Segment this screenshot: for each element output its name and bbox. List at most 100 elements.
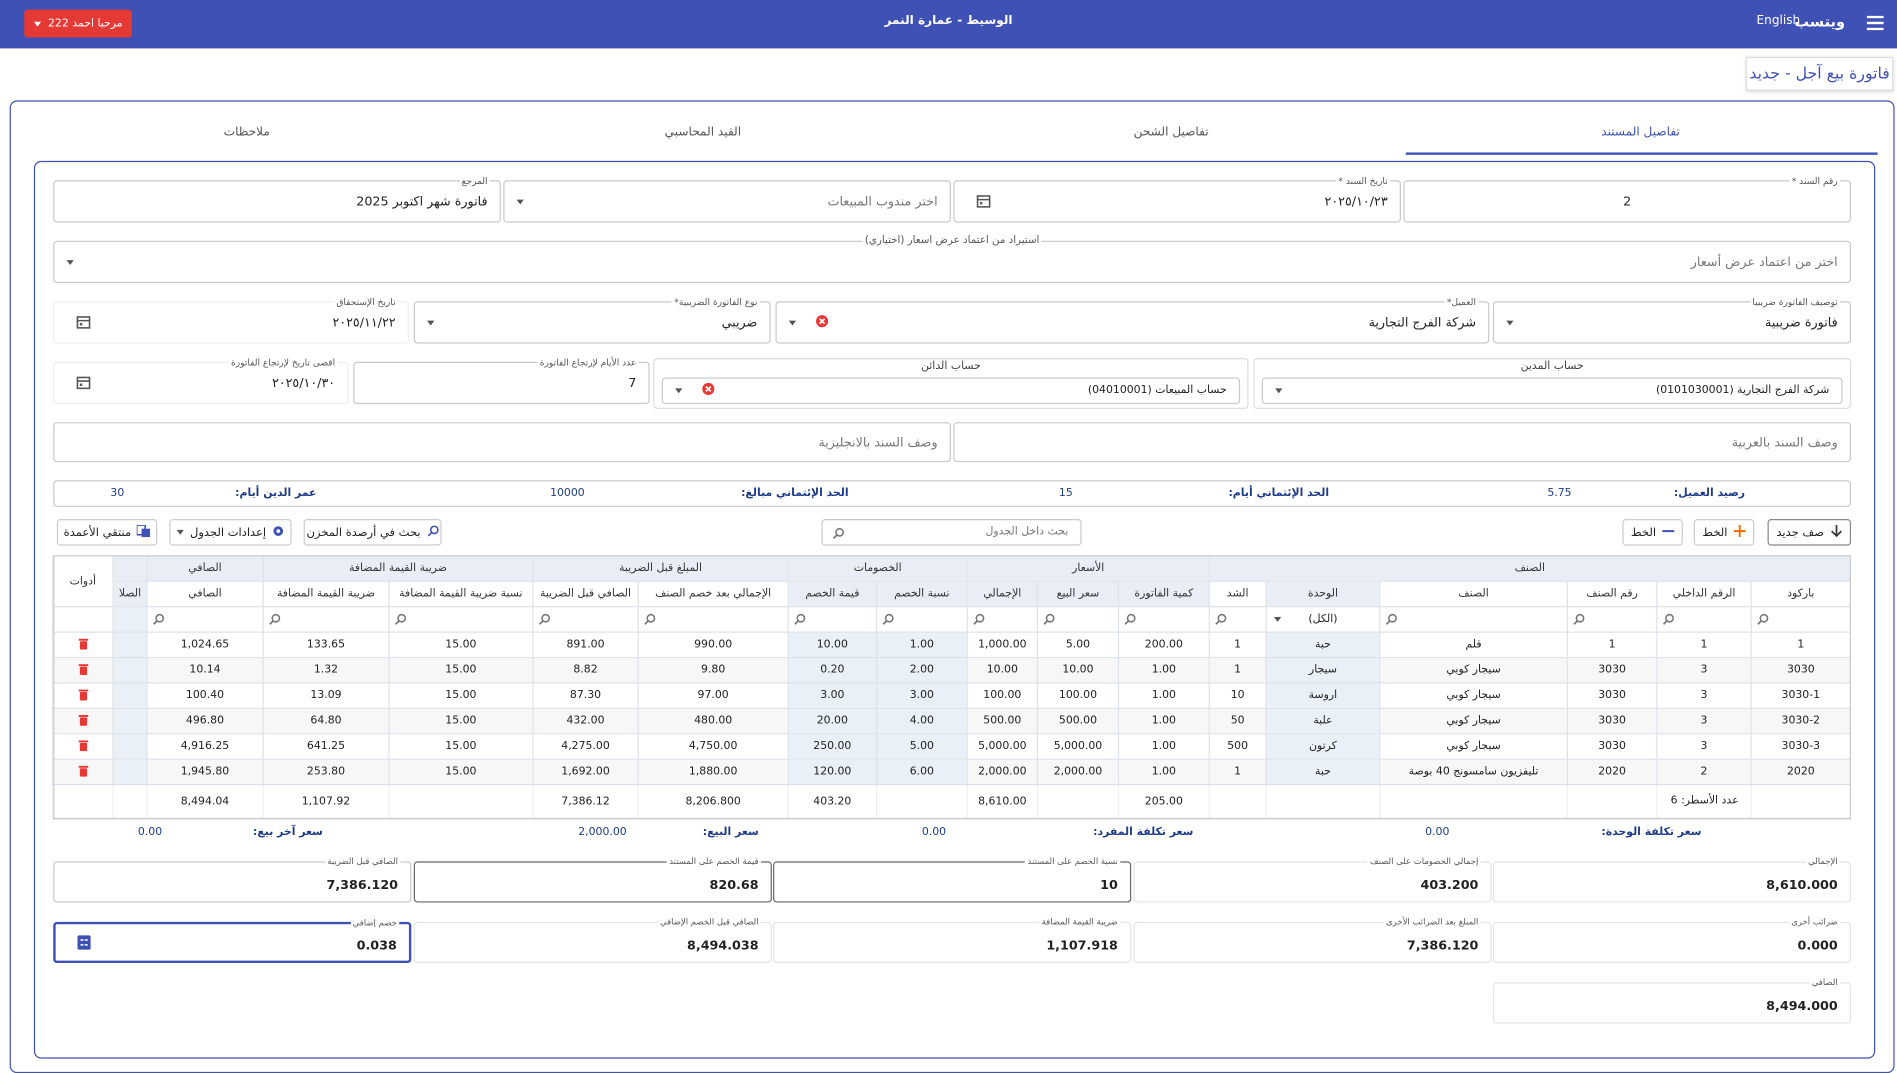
summary-field[interactable]: نسبة الخصم على المستند10 <box>773 861 1131 902</box>
icon-part <box>80 383 82 385</box>
summary-field[interactable]: قيمة الخصم على المستند820.68 <box>414 861 772 902</box>
form-field[interactable]: اقصى تاريخ لإرتجاع الفاتورة٢٠٢٥/١٠/٣٠ <box>53 362 348 404</box>
field-label: تاريخ السند * <box>1336 174 1390 187</box>
search-icon <box>832 527 844 543</box>
summary-value: 7,386.120 <box>1407 939 1479 954</box>
icon-part <box>77 935 90 950</box>
cost-value: 0.00 <box>1377 826 1498 838</box>
user-menu[interactable]: مرحبا احمد 222 <box>24 10 132 38</box>
button-label: بحث في أرصدة المخزن <box>307 526 421 539</box>
icon-part <box>137 524 150 536</box>
icon-part <box>80 322 82 324</box>
summary-label: خصم إضافي <box>350 917 399 930</box>
table-border <box>53 555 1851 819</box>
field-value: فاتورة ضريبية <box>1765 315 1838 330</box>
summary-value: 820.68 <box>710 879 759 894</box>
toolbar-button[interactable]: الخط <box>1694 519 1754 546</box>
icon-part <box>142 528 150 536</box>
search-placeholder: بحث داخل الجدول <box>985 526 1068 538</box>
icon-part <box>77 316 89 327</box>
form-field[interactable]: تاريخ الإستحقاق٢٠٢٥/١١/٢٢ <box>53 301 409 343</box>
field-value: ٢٠٢٥/١٠/٢٣ <box>1325 194 1388 209</box>
field-label: عدد الأيام لإرتجاع الفاتورة <box>537 356 638 369</box>
form-field[interactable]: تاريخ السند *٢٠٢٥/١٠/٢٣ <box>953 180 1401 222</box>
form-field[interactable]: حساب المدينشركة الفرج التجارية (01010300… <box>1253 358 1851 409</box>
dropdown-caret <box>517 199 524 204</box>
summary-field[interactable]: الصافي قبل الخصم الإضافي8,494.038 <box>414 922 772 963</box>
calendar-icon <box>76 374 91 392</box>
info-value: 15 <box>1005 488 1126 500</box>
toolbar-button[interactable]: صف جديد <box>1768 519 1851 546</box>
info-value: 5.75 <box>1499 488 1620 500</box>
brand: ويتسب <box>1794 13 1845 30</box>
field-value: 2 <box>1623 194 1631 209</box>
summary-label: المبلغ بعد الضرائب الأخرى <box>1384 916 1481 929</box>
icon-part <box>1831 524 1841 535</box>
field-placeholder: وصف السند بالعربية <box>1732 435 1838 450</box>
form-field[interactable]: توصيف الفاتورة ضريبيافاتورة ضريبية <box>1493 301 1851 343</box>
summary-field[interactable]: المبلغ بعد الضرائب الأخرى7,386.120 <box>1134 922 1492 963</box>
form-field[interactable]: نوع الفاتورة الضريبية*ضريبي <box>414 301 771 343</box>
info-label: عمر الدين أيام: <box>179 488 373 500</box>
field-placeholder: وصف السند بالانجليزية <box>818 435 937 450</box>
cost-value: 0.00 <box>90 826 211 838</box>
toolbar-button[interactable]: منتقي الأعمدة <box>57 519 157 546</box>
icon-part <box>77 377 89 388</box>
toolbar-button[interactable]: الخط <box>1622 519 1682 546</box>
info-value: 30 <box>57 488 178 500</box>
summary-field[interactable]: خصم إضافي0.038 <box>53 922 411 963</box>
field-label: العميل* <box>1444 295 1478 308</box>
icon-part <box>815 314 828 327</box>
summary-value: 10 <box>1100 879 1118 894</box>
form-field[interactable]: وصف السند بالانجليزية <box>53 422 951 462</box>
toolbar-button[interactable]: إعدادات الجدول <box>169 519 291 546</box>
user-name: مرحبا احمد 222 <box>48 18 123 30</box>
form-field[interactable]: اختر مندوب المبيعات <box>503 180 951 222</box>
field-value: ضريبي <box>722 315 758 330</box>
tab[interactable]: تفاصيل الشحن <box>1050 126 1292 139</box>
language-switch[interactable]: English <box>1757 15 1801 28</box>
summary-field[interactable]: ضريبة القيمة المضافة1,107.918 <box>773 922 1131 963</box>
summary-field[interactable]: إجمالي الخصومات على الصنف403.200 <box>1134 861 1492 902</box>
icon-part <box>427 524 439 536</box>
button-label: الخط <box>1631 526 1656 539</box>
icon-part <box>1733 524 1745 536</box>
form-field[interactable]: رقم السند *2 <box>1403 180 1851 222</box>
form-field[interactable]: عدد الأيام لإرتجاع الفاتورة7 <box>353 362 649 404</box>
summary-field[interactable]: ضرائب أخرى0.000 <box>1493 922 1851 963</box>
dropdown-caret <box>427 320 434 325</box>
tab[interactable]: ملاحظات <box>126 126 368 139</box>
page-title: فاتورة بيع آجل - جديد <box>1746 57 1894 91</box>
field-value: ٢٠٢٥/١٠/٣٠ <box>272 376 335 391</box>
icon-part <box>1867 16 1884 31</box>
dropdown-caret <box>675 388 682 393</box>
field-placeholder: اختر من اعتماد عرض أسعار <box>1691 255 1838 270</box>
icon-part <box>1662 524 1674 536</box>
tab[interactable]: القيد المحاسبي <box>582 126 824 139</box>
summary-label: الصافي <box>1809 976 1840 989</box>
summary-value: 403.200 <box>1421 879 1479 894</box>
icon-part <box>832 527 844 539</box>
field-label: رقم السند * <box>1789 174 1840 187</box>
form-field[interactable]: حساب الدائنحساب المبيعات (04010001) <box>653 358 1248 409</box>
summary-field[interactable]: الإجمالي8,610.000 <box>1493 861 1851 902</box>
toolbar-button[interactable]: بحث في أرصدة المخزن <box>304 519 442 546</box>
info-label: الحد الإئتماني مبالغ: <box>698 488 892 500</box>
calendar-icon <box>76 314 91 332</box>
field-value: فاتورة شهر اكتوبر 2025 <box>356 194 487 209</box>
info-value: 10000 <box>507 488 628 500</box>
icon-part <box>980 201 982 203</box>
form-field[interactable]: المرجعفاتورة شهر اكتوبر 2025 <box>53 180 501 222</box>
field-value: 7 <box>628 376 636 391</box>
summary-field[interactable]: الصافي قبل الضريبة7,386.120 <box>53 861 411 902</box>
button-label: إعدادات الجدول <box>190 526 266 539</box>
form-field[interactable]: استيراد من اعتماد عرض اسعار (اختياري)اخت… <box>53 241 1851 283</box>
form-field[interactable]: وصف السند بالعربية <box>953 422 1851 462</box>
summary-field[interactable]: الصافي8,494.000 <box>1493 982 1851 1023</box>
form-field[interactable]: العميل*شركة الفرج التجارية <box>775 301 1489 343</box>
table-search[interactable]: بحث داخل الجدول <box>821 519 1081 546</box>
summary-label: الإجمالي <box>1806 855 1840 868</box>
tab[interactable]: تفاصيل المستند <box>1520 126 1762 139</box>
